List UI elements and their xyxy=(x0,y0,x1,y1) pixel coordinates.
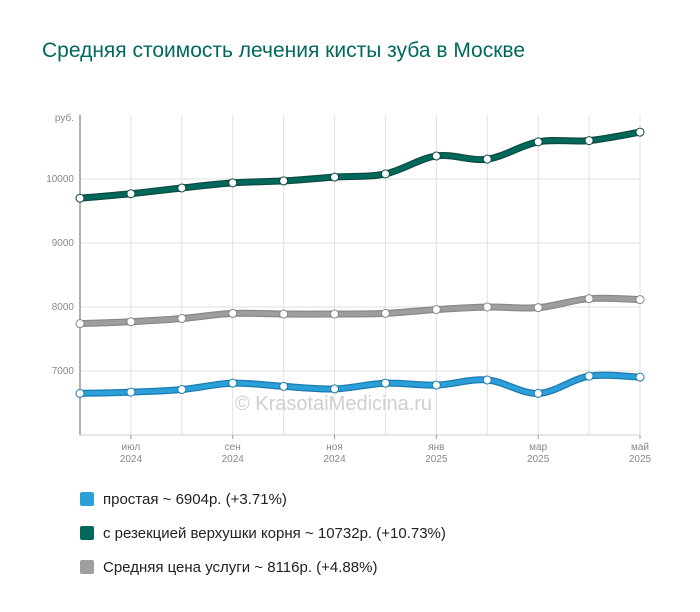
data-point xyxy=(635,295,645,305)
data-point xyxy=(584,136,594,146)
legend-label-average: Средняя цена услуги ~ 8116р. (+4.88%) xyxy=(103,558,378,576)
legend: простая ~ 6904р. (+3.71%) с резекцией ве… xyxy=(80,482,446,584)
legend-item-simple[interactable]: простая ~ 6904р. (+3.71%) xyxy=(80,482,446,516)
y-tick-label: 8000 xyxy=(52,302,75,313)
data-point xyxy=(431,151,441,161)
data-point xyxy=(533,137,543,147)
data-point xyxy=(330,309,340,319)
data-point xyxy=(482,154,492,164)
data-point xyxy=(228,378,238,388)
data-point xyxy=(635,127,645,137)
data-point xyxy=(330,384,340,394)
x-tick-year: 2024 xyxy=(323,454,346,465)
legend-swatch-average xyxy=(80,560,94,574)
x-tick-year: 2025 xyxy=(527,454,550,465)
data-point xyxy=(75,388,85,398)
data-point xyxy=(431,380,441,390)
series-line xyxy=(77,372,643,396)
series-layer xyxy=(76,128,644,397)
data-point xyxy=(126,387,136,397)
data-point xyxy=(584,294,594,304)
data-point xyxy=(431,305,441,315)
data-point xyxy=(177,314,187,324)
grid xyxy=(79,115,641,435)
legend-item-average[interactable]: Средняя цена услуги ~ 8116р. (+4.88%) xyxy=(80,550,446,584)
y-tick-label: 9000 xyxy=(52,238,75,249)
y-tick-label: 7000 xyxy=(52,366,75,377)
data-point xyxy=(228,308,238,318)
data-point xyxy=(279,381,289,391)
axes: 70008000900010000июл2024сен2024ноя2024ян… xyxy=(46,115,652,465)
data-point xyxy=(126,189,136,199)
data-point xyxy=(177,385,187,395)
data-point xyxy=(482,302,492,312)
y-tick-label: 10000 xyxy=(46,174,74,185)
x-tick-year: 2025 xyxy=(425,454,448,465)
chart-title: Средняя стоимость лечения кисты зуба в М… xyxy=(42,39,526,62)
legend-label-simple: простая ~ 6904р. (+3.71%) xyxy=(103,490,287,508)
data-point xyxy=(177,183,187,193)
x-tick-year: 2024 xyxy=(120,454,143,465)
legend-label-resection: с резекцией верхушки корня ~ 10732р. (+1… xyxy=(103,524,446,542)
data-point xyxy=(635,372,645,382)
data-point xyxy=(228,178,238,188)
x-tick-label: янв xyxy=(428,442,444,453)
y-unit-label: руб. xyxy=(55,112,74,124)
x-tick-label: июл xyxy=(122,442,141,453)
data-point xyxy=(482,375,492,385)
legend-item-resection[interactable]: с резекцией верхушки корня ~ 10732р. (+1… xyxy=(80,516,446,550)
x-tick-label: сен xyxy=(225,442,241,453)
data-point xyxy=(279,309,289,319)
data-point xyxy=(380,169,390,179)
points-layer xyxy=(75,127,645,398)
data-point xyxy=(380,378,390,388)
legend-swatch-resection xyxy=(80,526,94,540)
data-point xyxy=(126,317,136,327)
data-point xyxy=(330,172,340,182)
series-line xyxy=(77,129,643,201)
line-chart: 70008000900010000июл2024сен2024ноя2024ян… xyxy=(46,112,652,465)
data-point xyxy=(533,388,543,398)
x-tick-year: 2024 xyxy=(222,454,245,465)
x-tick-year: 2025 xyxy=(629,454,652,465)
data-point xyxy=(380,308,390,318)
data-point xyxy=(584,371,594,381)
legend-swatch-simple xyxy=(80,492,94,506)
x-tick-label: май xyxy=(631,442,649,453)
x-tick-label: мар xyxy=(529,442,547,453)
watermark: © KrasotaiMedicina.ru xyxy=(235,393,433,415)
data-point xyxy=(75,193,85,203)
data-point xyxy=(279,176,289,186)
x-tick-label: ноя xyxy=(326,442,343,453)
data-point xyxy=(533,303,543,313)
data-point xyxy=(75,319,85,329)
